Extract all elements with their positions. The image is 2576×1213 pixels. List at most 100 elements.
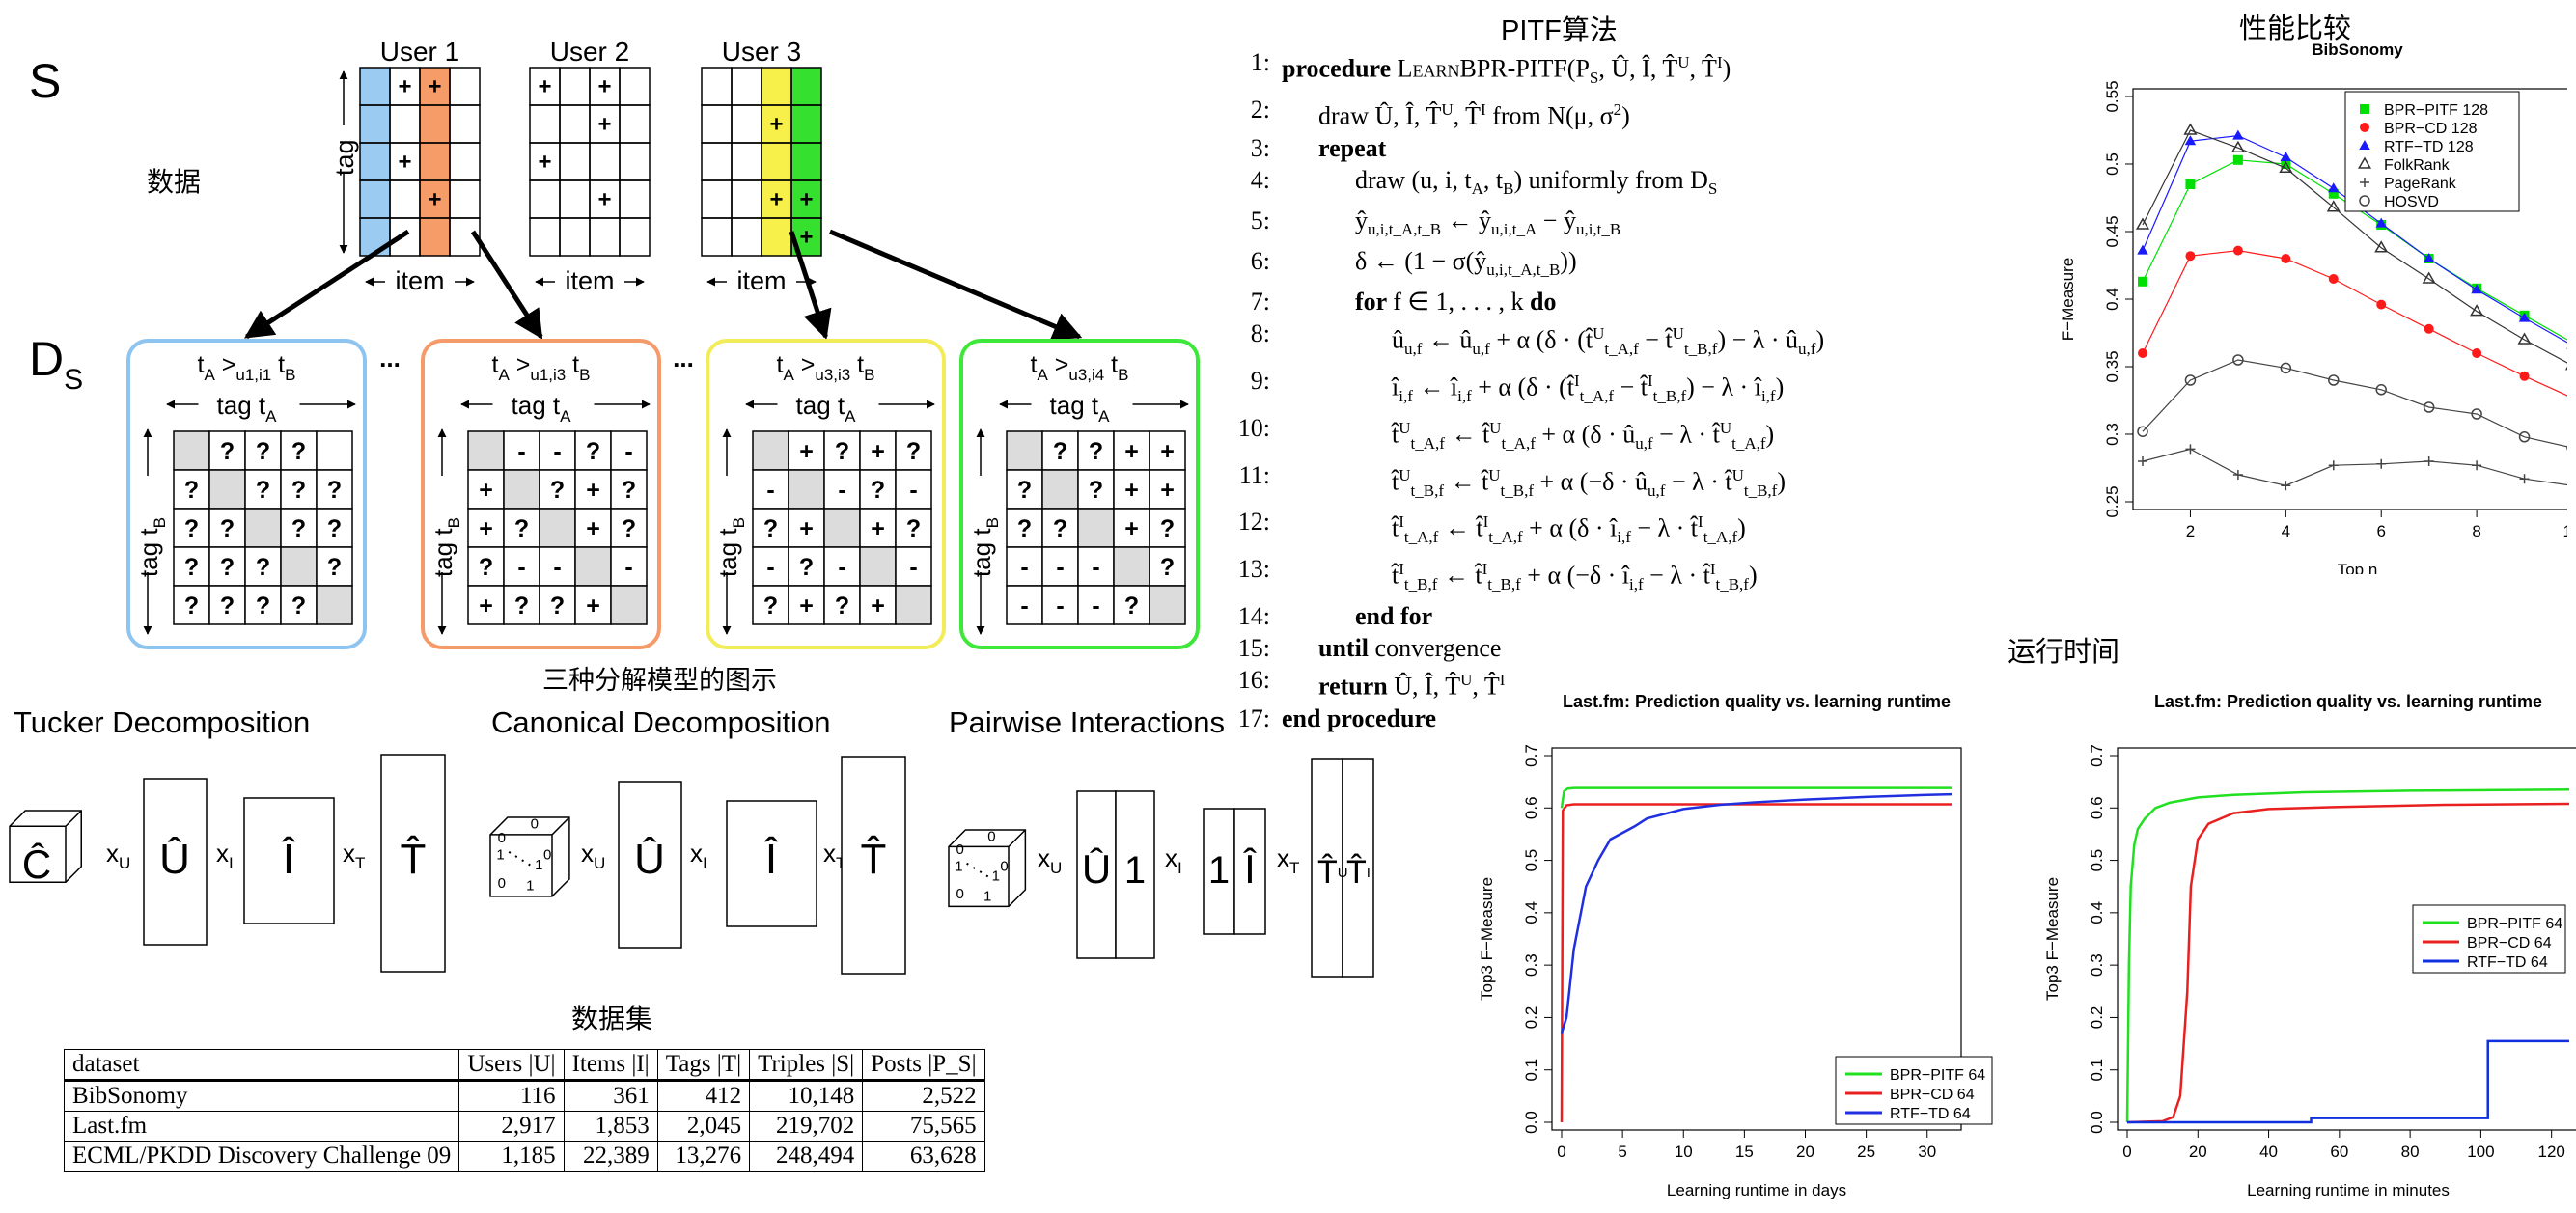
ds-cell-mark: -: [766, 554, 774, 581]
line-body: for f ∈ 1, . . . , k do: [1282, 286, 1557, 317]
y-tick-label: 0.7: [2088, 744, 2106, 767]
plus-mark: +: [769, 112, 783, 138]
times-sub: U: [119, 854, 130, 872]
times-x: x: [1038, 843, 1050, 872]
math-text: U: [1677, 53, 1690, 71]
one-column-label: 1: [1124, 849, 1146, 892]
math-text: ): [1748, 561, 1758, 590]
math-text: , T̂: [1453, 101, 1482, 130]
header-t: t: [492, 351, 499, 378]
series-line: [2142, 359, 2567, 448]
cube-entry: 0: [987, 828, 995, 844]
ds-cell-mark: ?: [256, 438, 270, 465]
math-text: ← û: [1422, 325, 1473, 354]
header-a: A: [204, 366, 215, 384]
line-body: draw (u, i, tA, tB) uniformly from DS: [1282, 164, 1717, 205]
math-text: U: [1719, 418, 1732, 437]
ds-left-axis-label: tag tB: [429, 517, 463, 577]
square-marker: [2232, 154, 2243, 165]
plus-marker: [2519, 474, 2530, 484]
ds-cell-mark: ?: [835, 593, 849, 620]
tag-u-sup: U: [1338, 865, 1348, 881]
times-i: xI: [690, 839, 707, 872]
math-text: − t̂: [1614, 372, 1648, 401]
open-triangle-marker: [2564, 366, 2567, 371]
ds-cell-mark: ?: [291, 593, 306, 620]
header-tail-sub: B: [579, 366, 590, 384]
panel-arrow: [243, 229, 410, 340]
header-sub: u1,i1: [235, 366, 271, 384]
plus-marker: [2185, 444, 2196, 455]
ds-cell-mark: ?: [514, 593, 529, 620]
table-cell: BibSonomy: [63, 1079, 460, 1112]
ds-top-axis-label: tag tA: [217, 391, 278, 426]
circle-marker: [2185, 251, 2196, 262]
ds-cell-mark: ?: [586, 438, 600, 465]
math-text: i,f: [1457, 386, 1472, 405]
ds-cell-mark: -: [553, 438, 561, 465]
cube-entry: 0: [531, 816, 539, 833]
table-cell: 248,494: [749, 1141, 864, 1172]
math-text: + α (δ · î: [1522, 514, 1618, 543]
y-tick-label: 0.35: [2103, 350, 2121, 382]
math-text: − λ · t̂: [1652, 420, 1720, 449]
x-tick-label: 30: [1918, 1143, 1936, 1161]
square-marker: [2360, 104, 2369, 114]
open-triangle-marker: [2470, 304, 2484, 317]
algorithm-line: 17: end procedure: [1235, 703, 1930, 734]
open-triangle-marker: [2279, 160, 2293, 173]
axis-sub: B: [445, 517, 463, 528]
math-text: draw (u, i, t: [1355, 165, 1472, 194]
ds-cell-mark: +: [479, 477, 493, 504]
tag-axis-label: tag: [330, 139, 359, 176]
line-body: end procedure: [1282, 703, 1436, 734]
ds-cell: [574, 546, 612, 587]
x-axis-label: Learning runtime in minutes: [2247, 1181, 2450, 1199]
chart-title: BibSonomy: [2312, 41, 2403, 59]
header-tail: t: [271, 351, 285, 378]
math-text: I: [1709, 560, 1716, 579]
ds-cell: [503, 469, 540, 510]
math-text: − ŷ: [1537, 206, 1576, 234]
plus-marker: [2328, 460, 2339, 471]
math-text: U: [1731, 465, 1744, 484]
math-text: u,f: [1798, 339, 1816, 358]
plus-marker: [2472, 460, 2482, 471]
one-column-label: 1: [1208, 849, 1230, 892]
runtime-days-chart: Last.fm: Prediction quality vs. learning…: [1478, 692, 1993, 1199]
header-tail-sub: B: [864, 366, 874, 384]
cube-entry: 0: [1000, 858, 1008, 874]
tensor-cell: [731, 104, 762, 144]
u-label: Û: [1082, 846, 1111, 892]
algorithm-listing: 1: procedure LearnBPR-PITF(PS, Û, Î, T̂U,…: [1235, 46, 1930, 734]
square-marker: [2281, 159, 2291, 169]
ds-cell: [280, 508, 318, 548]
circle-marker: [2328, 274, 2339, 284]
math-text: + α (δ · û: [1535, 420, 1636, 449]
ds-cell: [173, 508, 210, 548]
line-number: 7:: [1250, 288, 1270, 317]
ds-left-axis-mask: [132, 476, 163, 572]
math-text: ): [1621, 101, 1630, 130]
ds-cell: [574, 585, 612, 625]
y-tick-label: 0.3: [1522, 953, 1540, 977]
y-tick-label: 0.6: [2088, 796, 2106, 819]
u-matrix: [618, 781, 682, 949]
circle-marker: [2232, 245, 2243, 256]
ds-cell-mark: ?: [327, 515, 342, 542]
tag-u-main: T̂: [1317, 853, 1338, 891]
u-label: Û: [634, 835, 665, 883]
math-text: , T̂: [1472, 672, 1500, 701]
open-triangle-marker: [2517, 332, 2532, 345]
math-text: I: [1481, 99, 1486, 119]
header-rel: >: [1048, 351, 1069, 378]
math-text: ) − λ · û: [1717, 325, 1799, 354]
tensor-cell: [449, 217, 481, 257]
i-label: Î: [1243, 846, 1257, 892]
math-text: I: [1573, 371, 1580, 390]
open-triangle-marker: [2357, 156, 2372, 169]
math-text: I: [1499, 671, 1506, 690]
ds-cell: [1149, 469, 1186, 510]
math-text: ← ŷ: [1441, 206, 1492, 234]
ds-top-axis-label: tag tA: [1050, 391, 1111, 426]
